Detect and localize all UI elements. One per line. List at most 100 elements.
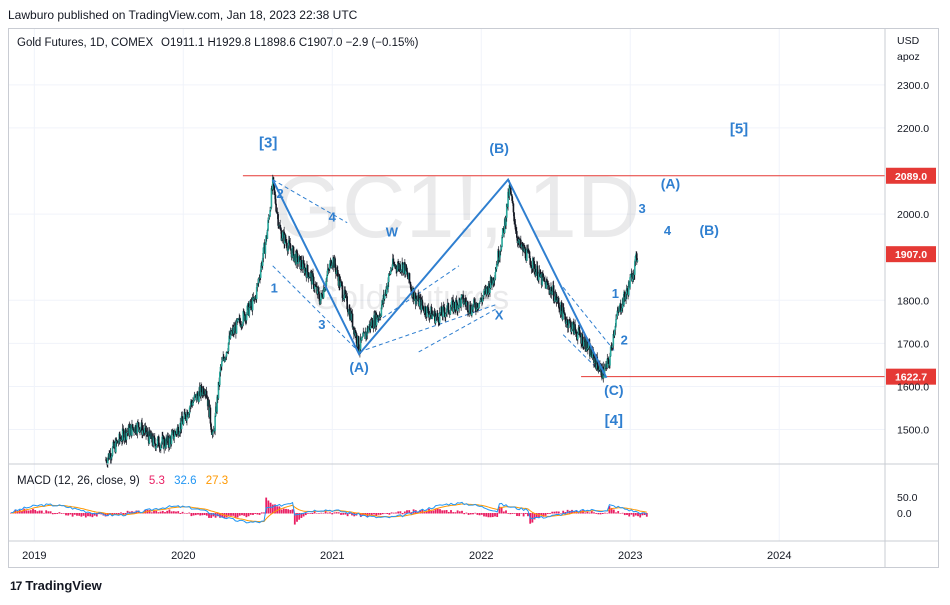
macd-hist-bar — [148, 509, 151, 514]
macd-hist-bar — [254, 513, 257, 514]
macd-hist-bar — [104, 513, 107, 517]
candle-body — [326, 268, 329, 275]
candle-body — [145, 433, 148, 435]
candle-body — [526, 249, 528, 261]
candle-body — [513, 221, 516, 225]
candle-body — [165, 438, 167, 448]
candle-body — [385, 285, 388, 294]
candle-body — [121, 428, 124, 440]
candle-body — [339, 281, 342, 287]
macd-hist-bar — [181, 511, 184, 514]
candle-body — [594, 358, 597, 363]
chart-svg[interactable]: GC1!, 1D Gold Futures 2089.01622.71907.0… — [9, 29, 938, 567]
candle-body — [536, 265, 539, 280]
candle-body — [306, 265, 309, 273]
price-axis: 2300.0 2200.0 2000.0 1800.0 1700.0 1600.0 1500… — [897, 80, 929, 437]
candle-body — [584, 338, 586, 349]
candle-body — [200, 385, 203, 393]
macd-hist-bar — [619, 513, 622, 514]
macd-hist-bar — [333, 512, 336, 514]
candle-body — [636, 260, 639, 262]
candle-body — [210, 423, 212, 430]
candle-body — [460, 297, 462, 307]
candle-body — [395, 265, 397, 269]
macd-hist-bar — [623, 513, 626, 516]
macd-hist-bar — [293, 513, 296, 525]
macd-hist-bar — [560, 513, 562, 514]
candle-body — [598, 369, 601, 371]
candle-body — [161, 436, 163, 443]
candle-body — [486, 286, 489, 289]
candle-body — [499, 249, 502, 252]
macd-hist-bar — [197, 513, 199, 515]
candle-body — [469, 304, 472, 313]
macd-hist-bar — [65, 513, 67, 516]
candle-body — [205, 390, 208, 396]
macd-hist-bar — [212, 513, 215, 517]
candle-body — [259, 269, 262, 278]
candle-body — [149, 430, 151, 436]
macd-tick-label: 0.0 — [897, 508, 912, 520]
candle-body — [291, 248, 294, 258]
y-tick-label: 1700.0 — [897, 338, 929, 350]
candle-body — [511, 195, 513, 201]
macd-hist-bar — [62, 513, 65, 514]
candle-body — [371, 320, 374, 328]
candle-body — [228, 335, 230, 343]
macd-line — [10, 501, 648, 524]
candle-body — [117, 442, 120, 444]
x-tick-label: 2020 — [171, 550, 195, 562]
candle-body — [520, 245, 523, 247]
candle-body — [603, 368, 606, 376]
macd-hist-bar — [557, 511, 560, 514]
candle-body — [139, 429, 141, 433]
macd-hist-bar — [166, 510, 169, 514]
candle-body — [183, 412, 186, 419]
candle-body — [326, 274, 328, 279]
candle-body — [242, 311, 245, 324]
candle-body — [426, 306, 429, 308]
candle-body — [586, 338, 588, 350]
macd-value-2: 32.6 — [174, 475, 196, 487]
candle-body — [304, 267, 307, 272]
candle-body — [513, 212, 515, 222]
macd-hist-bar — [311, 513, 314, 514]
candle-body — [225, 356, 227, 358]
macd-hist-bar — [621, 512, 624, 514]
macd-hist-bar — [397, 511, 400, 514]
candle-body — [290, 248, 292, 251]
macd-hist-bar — [282, 508, 285, 514]
y-tick-label: 1800.0 — [897, 295, 929, 307]
candle-body — [141, 429, 144, 435]
candle-body — [160, 444, 162, 450]
macd-hist-bar — [318, 513, 320, 514]
candle-body — [512, 203, 515, 213]
candle-body — [392, 258, 395, 265]
candle-body — [462, 294, 464, 304]
macd-hist-bar — [172, 511, 175, 514]
macd-hist-bar — [177, 511, 180, 514]
macd-hist-bar — [564, 512, 567, 514]
candle-body — [568, 320, 570, 326]
macd-hist-bar — [461, 510, 463, 514]
candle-body — [611, 345, 614, 348]
candle-body — [257, 282, 259, 284]
candle-body — [164, 439, 166, 446]
horizontal-levels: 2089.0 1622.7 1907.0 — [242, 167, 936, 385]
macd-pane: 50.0 0.0 — [10, 492, 918, 525]
candle-body — [514, 224, 517, 230]
candle-body — [211, 432, 214, 435]
tradingview-brand[interactable]: 17 TradingView — [10, 578, 102, 593]
macd-hist-bar — [469, 513, 472, 515]
candle-body — [160, 442, 163, 445]
candle-body — [342, 298, 344, 300]
macd-hist-bar — [241, 513, 243, 516]
macd-hist-bar — [322, 512, 325, 514]
candle-body — [416, 298, 418, 300]
candle-body — [298, 256, 300, 262]
macd-hist-bar — [445, 510, 448, 514]
candle-body — [380, 307, 383, 316]
candle-body — [426, 306, 428, 317]
candle-body — [437, 316, 440, 323]
macd-hist-bar — [535, 513, 538, 518]
